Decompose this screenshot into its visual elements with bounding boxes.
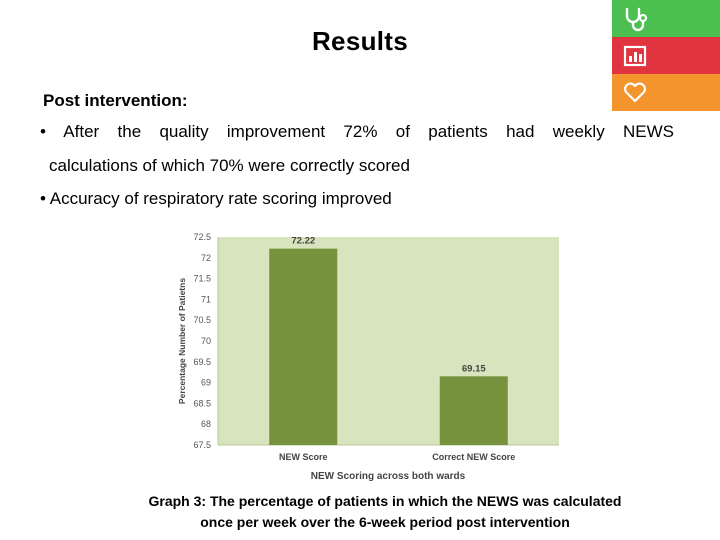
caption-line-2: once per week over the 6-week period pos… <box>200 514 570 530</box>
bars: 72.22 69.15 <box>269 236 508 445</box>
y-tick-label: 67.5 <box>193 440 211 450</box>
y-tick-label: 71.5 <box>193 274 211 284</box>
data-label: 69.15 <box>462 363 486 374</box>
bar-chart: 72.5 72 71.5 71 70.5 70 69.5 69 68.5 68 67.5 72.22… <box>177 232 559 482</box>
x-category-labels: NEW Score Correct NEW Score <box>279 452 515 462</box>
y-tick-label: 70.5 <box>193 315 211 325</box>
x-category-label: Correct NEW Score <box>432 452 515 462</box>
x-category-label: NEW Score <box>279 452 328 462</box>
y-tick-label: 71 <box>201 294 211 304</box>
chart-icon <box>623 45 647 67</box>
stethoscope-icon <box>625 7 648 32</box>
chart-tile[interactable] <box>612 37 720 74</box>
y-tick-label: 68 <box>201 419 211 429</box>
plot-area <box>218 237 559 445</box>
bullet-quality-improvement: • After the quality improvement 72% of p… <box>40 122 674 141</box>
data-label: 72.22 <box>291 236 315 247</box>
bullet-quality-improvement-continued: calculations of which 70% were correctly… <box>49 156 410 175</box>
icon-strip <box>612 0 720 112</box>
bar <box>269 248 338 445</box>
y-tick-label: 69.5 <box>193 357 211 367</box>
heart-icon <box>624 82 646 103</box>
caption-line-1: Graph 3: The percentage of patients in w… <box>148 493 622 509</box>
y-tick-label: 68.5 <box>193 398 211 408</box>
y-tick-label: 70 <box>201 336 211 346</box>
bullet-respiratory-rate: • Accuracy of respiratory rate scoring i… <box>40 189 392 208</box>
y-tick-label: 72 <box>201 253 211 263</box>
y-tick-label: 69 <box>201 378 211 388</box>
subheading: Post intervention: <box>43 91 188 110</box>
slide-title: Results <box>311 26 409 56</box>
y-axis-label: Percentage Number of Patietns <box>177 278 187 404</box>
y-tick-label: 72.5 <box>193 232 211 242</box>
chart-caption: Graph 3: The percentage of patients in w… <box>130 491 640 533</box>
stethoscope-tile[interactable] <box>612 0 720 37</box>
y-tick-labels: 72.5 72 71.5 71 70.5 70 69.5 69 68.5 68 67.5 <box>193 232 211 450</box>
heart-tile[interactable] <box>612 74 720 111</box>
bar <box>439 376 508 445</box>
x-axis-label: NEW Scoring across both wards <box>311 471 466 482</box>
